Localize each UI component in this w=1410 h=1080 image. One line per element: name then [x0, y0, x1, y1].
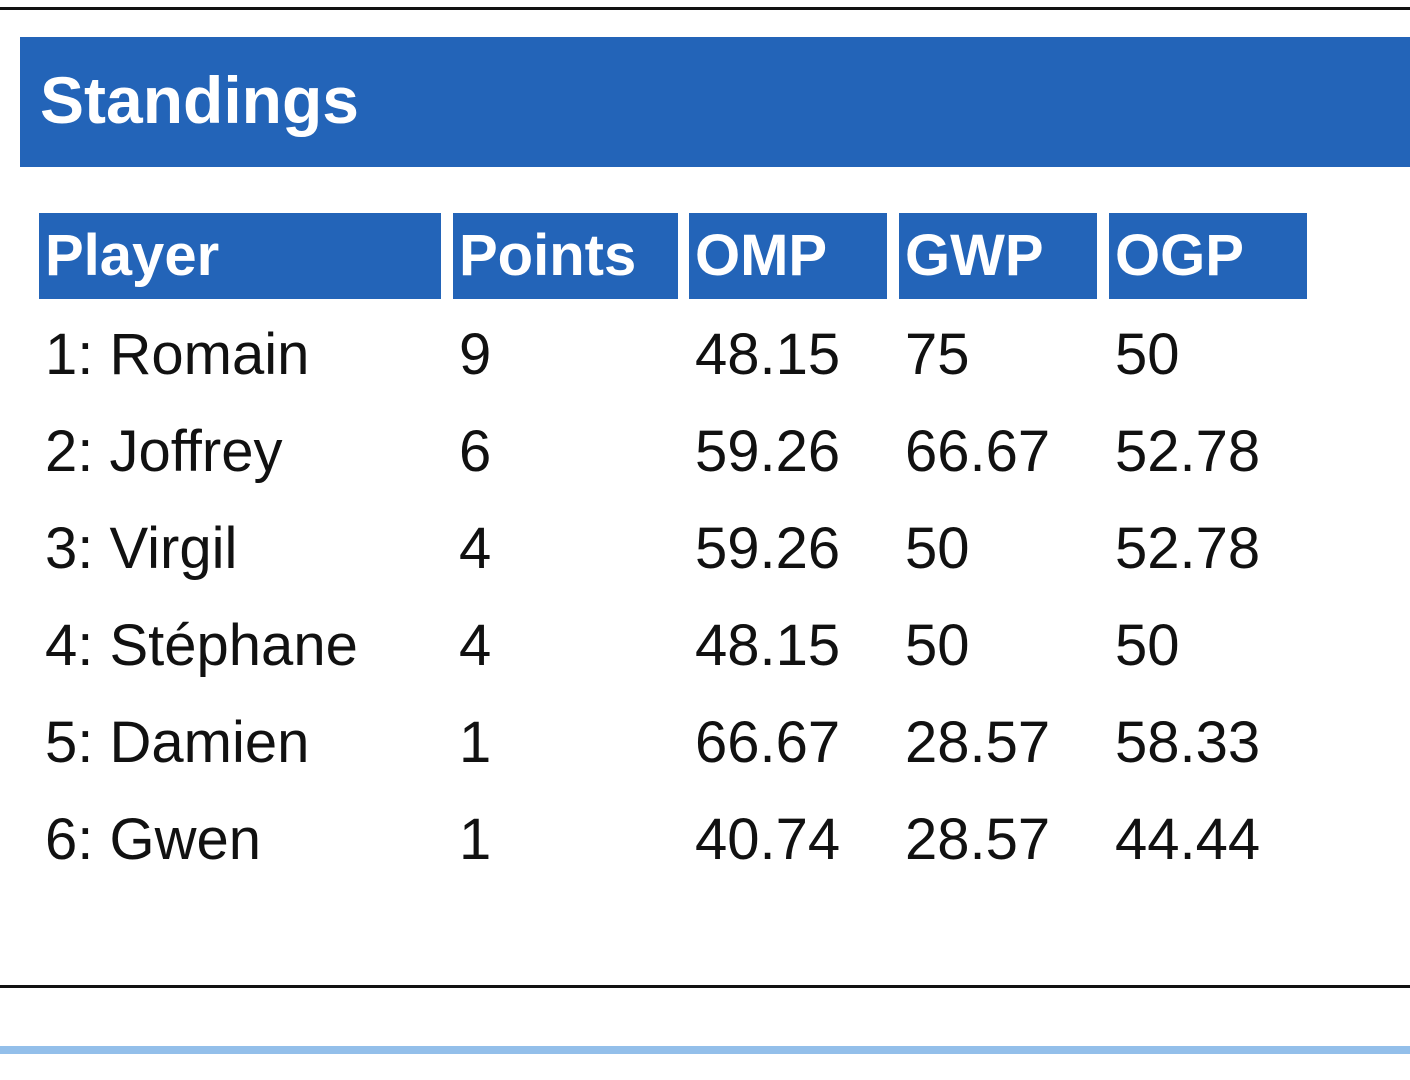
- stat-cell: 48.15: [695, 613, 841, 678]
- stat-cell: 52.78: [1115, 516, 1261, 581]
- stat-cell: 50: [1115, 322, 1180, 387]
- stat-cell: 66.67: [695, 710, 841, 775]
- stat-cell: 50: [1115, 613, 1180, 678]
- stat-cell: 40.74: [695, 807, 841, 872]
- player-cell: 2: Joffrey: [45, 419, 283, 484]
- divider: [0, 985, 1410, 988]
- stat-cell: 50: [905, 516, 970, 581]
- title-bar: [20, 37, 1410, 167]
- player-cell: 6: Gwen: [45, 807, 261, 872]
- divider: [0, 7, 1410, 10]
- player-cell: 3: Virgil: [45, 516, 238, 581]
- stat-cell: 9: [459, 322, 492, 387]
- stat-cell: 58.33: [1115, 710, 1261, 775]
- column-header: GWP: [899, 213, 1097, 299]
- stat-cell: 48.15: [695, 322, 841, 387]
- title: Standings: [40, 63, 360, 137]
- column-header: OGP: [1109, 213, 1307, 299]
- stat-cell: 28.57: [905, 807, 1051, 872]
- stat-cell: 4: [459, 516, 492, 581]
- stat-cell: 1: [459, 710, 492, 775]
- column-header: OMP: [689, 213, 887, 299]
- player-cell: 5: Damien: [45, 710, 310, 775]
- divider: [0, 1046, 1410, 1054]
- stat-cell: 59.26: [695, 516, 841, 581]
- stat-cell: 66.67: [905, 419, 1051, 484]
- stat-cell: 1: [459, 807, 492, 872]
- stat-cell: 52.78: [1115, 419, 1261, 484]
- stat-cell: 75: [905, 322, 970, 387]
- stat-cell: 28.57: [905, 710, 1051, 775]
- player-cell: 4: Stéphane: [45, 613, 358, 678]
- column-header: Player: [39, 213, 441, 299]
- stat-cell: 50: [905, 613, 970, 678]
- stat-cell: 59.26: [695, 419, 841, 484]
- stat-cell: 6: [459, 419, 492, 484]
- column-header: Points: [453, 213, 678, 299]
- stat-cell: 4: [459, 613, 492, 678]
- player-cell: 1: Romain: [45, 322, 310, 387]
- stat-cell: 44.44: [1115, 807, 1261, 872]
